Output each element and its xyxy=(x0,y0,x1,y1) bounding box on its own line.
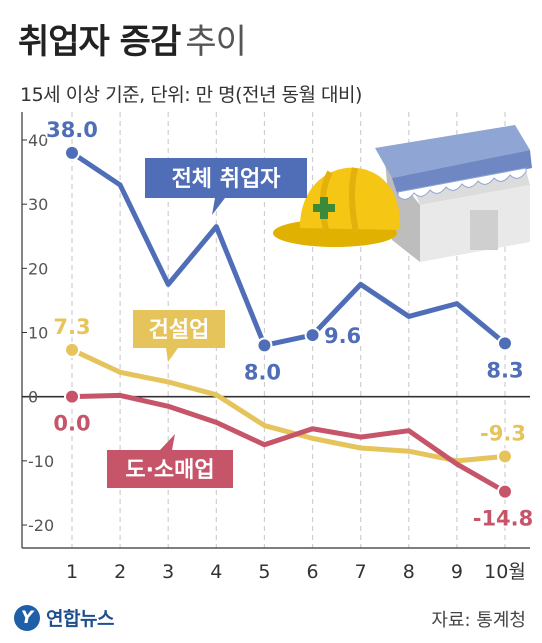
data-point-retail xyxy=(497,483,513,500)
data-point-total xyxy=(256,337,273,354)
callout-tail xyxy=(160,434,175,450)
x-tick-label: 1 xyxy=(66,561,78,583)
x-tick-label: 6 xyxy=(307,561,319,583)
y-tick-label: -10 xyxy=(28,452,54,471)
logo-mark-icon: Y xyxy=(14,604,40,631)
data-point-construction xyxy=(64,341,80,358)
y-tick-label: 20 xyxy=(28,259,48,278)
data-label-total: 8.0 xyxy=(244,360,281,384)
yonhap-logo: Y 연합뉴스 xyxy=(14,604,114,631)
title-main: 취업자 증감 xyxy=(18,22,181,62)
x-tick-label: 9 xyxy=(451,561,463,583)
hard-hat-illustration xyxy=(273,167,401,247)
callout-tail xyxy=(166,348,178,362)
data-label-retail: -14.8 xyxy=(473,507,534,531)
data-label-total: 9.6 xyxy=(324,324,361,348)
data-label-retail: 0.0 xyxy=(53,412,90,436)
x-tick-label: 10월 xyxy=(484,561,526,583)
series-line-total xyxy=(69,150,508,348)
series-callout-retail: 도·소매업 xyxy=(107,434,233,488)
series-callout-total: 전체 취업자 xyxy=(145,158,307,215)
y-tick-label: 10 xyxy=(28,324,48,343)
x-tick-label: 3 xyxy=(162,561,174,583)
data-label-total: 38.0 xyxy=(46,118,98,142)
x-tick-label: 7 xyxy=(355,561,367,583)
logo-text: 연합뉴스 xyxy=(46,608,114,630)
title-sub: 추이 xyxy=(185,22,247,62)
callout-tail xyxy=(212,198,225,215)
callout-label: 건설업 xyxy=(149,318,210,343)
x-tick-label: 4 xyxy=(210,561,222,583)
callout-box xyxy=(145,158,307,198)
y-tick-label: 30 xyxy=(28,195,48,214)
source-note: 자료: 통계청 xyxy=(431,610,526,631)
y-tick-label: 40 xyxy=(28,131,48,150)
data-label-construction: 7.3 xyxy=(53,315,90,339)
chart-subtitle: 15세 이상 기준, 단위: 만 명(전년 동월 대비) xyxy=(20,84,362,106)
x-tick-label: 2 xyxy=(114,561,126,583)
storefront-illustration xyxy=(375,125,532,262)
data-point-total xyxy=(304,327,321,344)
x-tick-label: 8 xyxy=(403,561,415,583)
chart-title: 취업자 증감 추이 xyxy=(18,14,247,63)
series-line-retail xyxy=(69,392,508,495)
callout-box xyxy=(133,310,225,348)
x-tick-label: 5 xyxy=(258,561,270,583)
data-point-total xyxy=(497,335,513,352)
callout-label: 도·소매업 xyxy=(125,458,214,483)
callout-box xyxy=(107,450,233,488)
data-point-total xyxy=(64,144,80,161)
y-tick-label: 0 xyxy=(28,388,38,407)
callout-label: 전체 취업자 xyxy=(172,167,282,192)
data-point-construction xyxy=(497,448,513,465)
series-layer: 38.0 8.0 9.6 8.3 7.3 -9.3 0.0 -14.8 xyxy=(44,116,535,533)
series-callout-construction: 건설업 xyxy=(133,310,225,362)
data-label-construction: -9.3 xyxy=(480,421,526,445)
y-tick-label: -20 xyxy=(28,516,54,535)
series-line-construction xyxy=(69,347,508,464)
data-point-retail xyxy=(64,388,80,405)
data-label-total: 8.3 xyxy=(486,358,523,382)
